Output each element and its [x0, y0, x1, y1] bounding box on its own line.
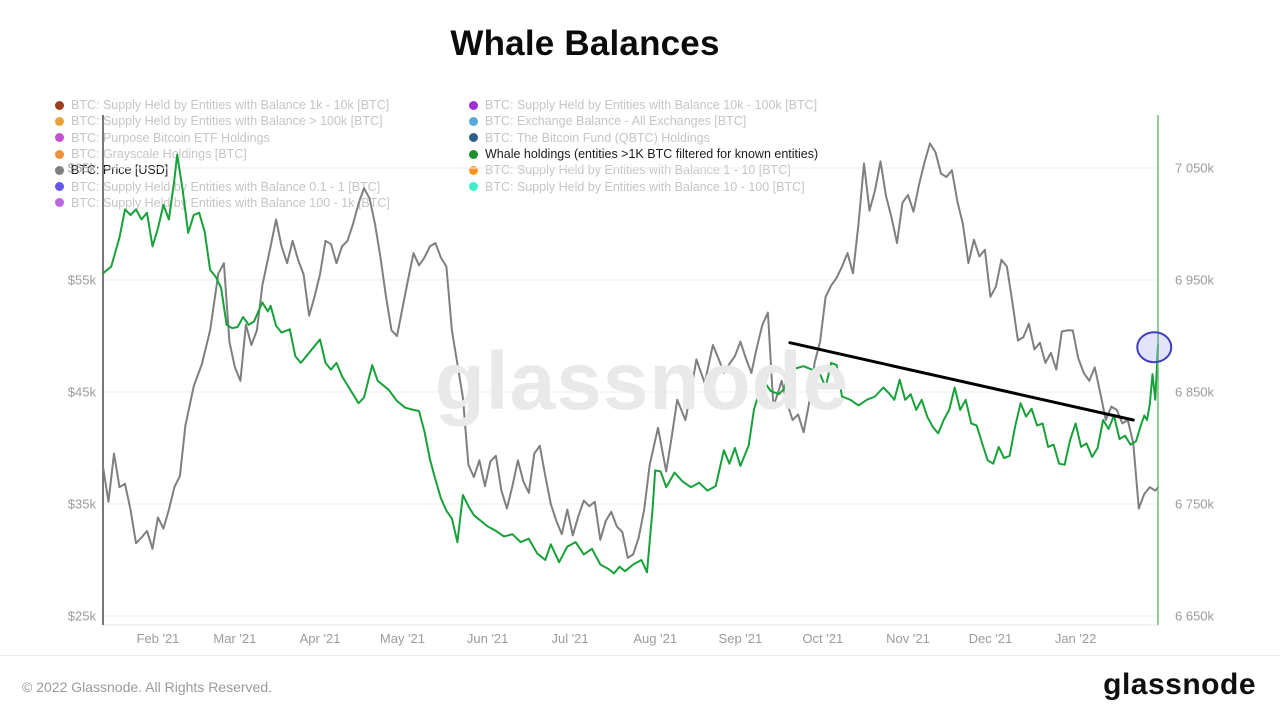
- y-axis-label-left-2: $45k: [68, 385, 97, 400]
- y-axis-label-left-0: $65k: [68, 161, 97, 176]
- x-axis-label-8: Oct '21: [802, 631, 843, 646]
- copyright-text: © 2022 Glassnode. All Rights Reserved.: [22, 679, 273, 695]
- x-axis-label-2: Apr '21: [300, 631, 341, 646]
- x-axis-label-9: Nov '21: [886, 631, 930, 646]
- footer-divider: [0, 655, 1280, 656]
- legend-item-label: Whale holdings (entities >1K BTC filtere…: [485, 147, 819, 162]
- legend-dot-icon: [469, 149, 478, 159]
- legend-column-right: BTC: Supply Held by Entities with Balanc…: [469, 97, 818, 195]
- legend-dot-icon: [469, 165, 478, 175]
- legend-dot-icon: [55, 198, 64, 208]
- legend-item-label: BTC: Supply Held by Entities with Balanc…: [71, 179, 381, 194]
- legend-dot-icon: [55, 165, 64, 175]
- y-axis-label-left-4: $25k: [68, 609, 97, 624]
- legend-item-label: BTC: Supply Held by Entities with Balanc…: [485, 163, 791, 178]
- x-axis-label-6: Aug '21: [633, 631, 677, 646]
- legend-item-right-2[interactable]: BTC: The Bitcoin Fund (QBTC) Holdings: [469, 130, 818, 146]
- y-axis-label-left-1: $55k: [68, 273, 97, 288]
- y-axis-label-left-3: $35k: [68, 497, 97, 512]
- legend-dot-icon: [469, 182, 478, 192]
- legend-item-label: BTC: Supply Held by Entities with Balanc…: [485, 98, 818, 113]
- legend-item-left-1[interactable]: BTC: Supply Held by Entities with Balanc…: [55, 113, 390, 129]
- x-axis-label-3: May '21: [380, 631, 425, 646]
- breakout-highlight-circle: [1136, 331, 1173, 364]
- legend-item-left-0[interactable]: BTC: Supply Held by Entities with Balanc…: [55, 97, 390, 113]
- legend-item-right-1[interactable]: BTC: Exchange Balance - All Exchanges [B…: [469, 113, 818, 129]
- legend-dot-icon: [55, 182, 64, 192]
- legend-dot-icon: [55, 149, 64, 159]
- x-axis-label-1: Mar '21: [213, 631, 256, 646]
- x-axis-label-7: Sep '21: [719, 631, 763, 646]
- y-axis-label-right-3: 6 750k: [1175, 497, 1215, 512]
- y-axis-label-right-1: 6 950k: [1175, 273, 1215, 288]
- page-title: Whale Balances: [450, 24, 720, 63]
- legend-item-left-3[interactable]: BTC: Grayscale Holdings [BTC]: [55, 146, 390, 162]
- legend-item-label: BTC: Grayscale Holdings [BTC]: [71, 147, 247, 162]
- y-axis-label-right-0: 7 050k: [1175, 161, 1215, 176]
- legend-item-label: BTC: Price [USD]: [71, 163, 169, 178]
- x-axis-label-0: Feb '21: [136, 631, 179, 646]
- legend-dot-icon: [469, 116, 478, 126]
- legend-item-left-6[interactable]: BTC: Supply Held by Entities with Balanc…: [55, 195, 390, 211]
- legend-dot-icon: [55, 133, 64, 143]
- legend-item-left-2[interactable]: BTC: Purpose Bitcoin ETF Holdings: [55, 130, 390, 146]
- x-axis-label-11: Jan '22: [1055, 631, 1097, 646]
- legend-item-left-4[interactable]: BTC: Price [USD]: [55, 162, 390, 178]
- legend-dot-icon: [469, 100, 478, 110]
- legend-item-label: BTC: Supply Held by Entities with Balanc…: [485, 179, 805, 194]
- legend-dot-icon: [55, 116, 64, 126]
- legend-item-label: BTC: Exchange Balance - All Exchanges [B…: [485, 114, 747, 129]
- legend-item-right-3[interactable]: Whale holdings (entities >1K BTC filtere…: [469, 146, 818, 162]
- legend-item-label: BTC: Supply Held by Entities with Balanc…: [71, 98, 390, 113]
- legend-item-label: BTC: The Bitcoin Fund (QBTC) Holdings: [485, 130, 710, 145]
- x-axis-label-10: Dec '21: [969, 631, 1013, 646]
- y-axis-label-right-4: 6 650k: [1175, 609, 1215, 624]
- legend-item-label: BTC: Purpose Bitcoin ETF Holdings: [71, 130, 270, 145]
- y-axis-label-right-2: 6 850k: [1175, 385, 1215, 400]
- legend-item-label: BTC: Supply Held by Entities with Balanc…: [71, 195, 390, 210]
- legend-dot-icon: [469, 133, 478, 143]
- legend-item-right-5[interactable]: BTC: Supply Held by Entities with Balanc…: [469, 178, 818, 194]
- x-axis-label-4: Jun '21: [467, 631, 509, 646]
- legend-item-left-5[interactable]: BTC: Supply Held by Entities with Balanc…: [55, 178, 390, 194]
- series-line-whale-holdings: [102, 153, 1159, 575]
- x-axis-label-5: Jul '21: [551, 631, 588, 646]
- legend-column-left: BTC: Supply Held by Entities with Balanc…: [55, 97, 390, 211]
- legend-item-right-4[interactable]: BTC: Supply Held by Entities with Balanc…: [469, 162, 818, 178]
- legend-dot-icon: [55, 100, 64, 110]
- glassnode-logo: glassnode: [1103, 668, 1256, 701]
- legend-item-right-0[interactable]: BTC: Supply Held by Entities with Balanc…: [469, 97, 818, 113]
- trendline-annotation: [788, 341, 1135, 422]
- legend-item-label: BTC: Supply Held by Entities with Balanc…: [71, 114, 383, 129]
- series-line-btc-price: [102, 142, 1159, 559]
